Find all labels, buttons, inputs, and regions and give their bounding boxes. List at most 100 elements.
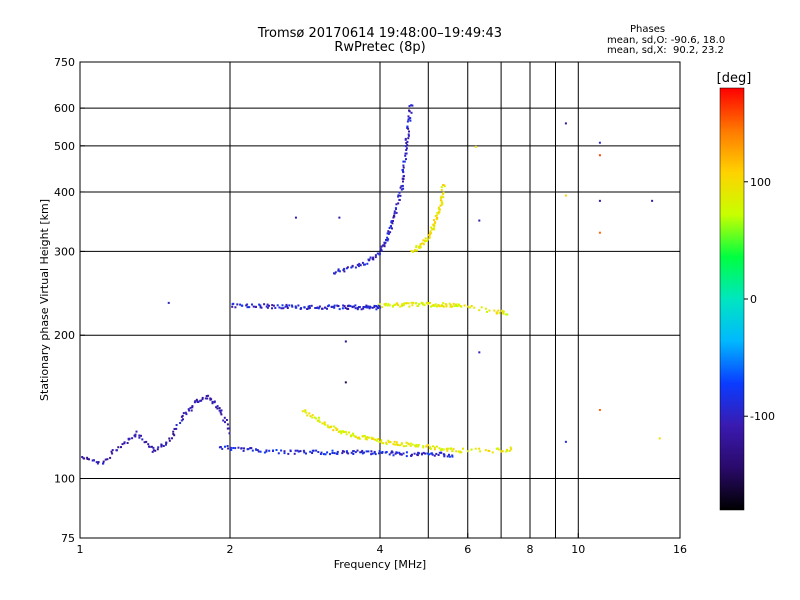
echo-point [286,305,289,308]
echo-point [396,444,399,446]
echo-point [180,419,183,422]
echo-point [470,305,473,307]
echo-point [415,249,418,252]
echo-point [415,302,418,305]
echo-point [459,451,462,454]
echo-point [506,448,508,451]
phase-stats-x-mode: mean, sd,X: 90.2, 23.2 [607,45,724,56]
echo-point [432,445,434,448]
echo-point [385,441,388,444]
echo-point [223,416,226,419]
echo-point [347,308,350,310]
echo-point [379,247,382,250]
echo-point [343,450,346,453]
echo-point [351,305,354,308]
echo-point [299,450,302,453]
echo-point [172,430,175,433]
echo-point [338,270,341,273]
echo-point [318,305,321,308]
echo-point [138,436,141,439]
echo-point [256,449,259,452]
echo-point [160,444,163,447]
echo-point [268,304,270,307]
echo-point [502,312,505,315]
echo-point [404,154,407,157]
echo-point [310,304,313,307]
echo-point [394,303,397,306]
echo-point [86,458,89,460]
echo-point [333,452,336,455]
echo-point [182,412,185,415]
x-tick-label: 10 [571,543,585,556]
echo-point [412,301,415,304]
echo-point [190,409,193,412]
echo-point [395,211,398,214]
echo-point [82,457,85,460]
echo-point [312,449,315,452]
echo-point [255,448,258,451]
echo-point [383,241,386,244]
echo-point [219,446,222,448]
echo-point [226,445,229,447]
echo-point [379,306,382,309]
echo-point [442,191,445,194]
echo-point [361,449,364,452]
echo-point [394,452,397,455]
echo-point [403,302,406,305]
y-axis-label: Stationary phase Virtual Height [km] [38,199,51,401]
echo-point-isolated [564,440,567,443]
echo-point [431,304,434,307]
echo-point [336,453,339,455]
echo-point [394,443,397,446]
echo-point [347,304,350,307]
echo-point [154,449,157,452]
echo-point [332,429,335,432]
echo-point [434,221,436,224]
echo-point [403,160,406,163]
echo-point [96,462,99,465]
echo-point [224,421,226,424]
echo-point [354,304,357,307]
echo-point [455,450,458,453]
echo-point [411,250,414,253]
echo-point [280,449,283,452]
echo-point [419,246,422,249]
echo-point [304,410,307,413]
echo-point [486,310,488,313]
y-tick-label: 400 [54,186,75,199]
echo-point [448,455,451,458]
echo-point [430,305,433,308]
echo-point [296,449,299,452]
echo-point [188,409,191,412]
echo-point [407,115,410,118]
echo-point [421,302,424,305]
echo-point [397,195,400,198]
echo-point [436,211,439,214]
echo-point [343,270,346,273]
echo-point [371,452,374,455]
echo-point [462,447,464,450]
echo-point [385,443,388,446]
echo-point [356,308,359,311]
echo-point [418,452,421,455]
echo-point [390,450,393,453]
echo-point [405,147,408,150]
echo-point [305,452,307,455]
echo-point [440,195,443,198]
echo-point [343,305,346,308]
echo-point [400,442,403,445]
echo-point [345,450,348,453]
echo-point [266,303,269,306]
echo-point [456,305,459,308]
echo-point [404,138,407,141]
echo-point [474,447,477,450]
echo-point [375,308,378,311]
echo-point [442,448,445,451]
echo-point [408,305,411,308]
echo-points [81,104,661,465]
echo-point [282,307,285,310]
echo-point [470,448,473,451]
echo-point [400,185,403,188]
echo-point [328,426,331,429]
echo-point [95,461,98,464]
